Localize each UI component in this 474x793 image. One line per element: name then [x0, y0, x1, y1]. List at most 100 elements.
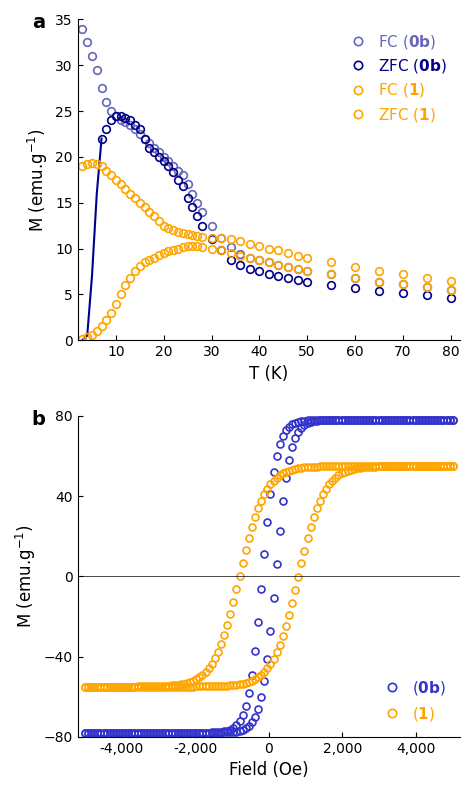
- ZFC (1): [199, 242, 205, 251]
- FC (0b): [247, 253, 253, 262]
- ZFC (1): [132, 266, 138, 276]
- FC (1): [113, 175, 119, 185]
- FC (1): [108, 170, 114, 180]
- ZFC (1): [275, 260, 281, 270]
- FC (1): [132, 193, 138, 203]
- FC (1): [266, 243, 272, 253]
- FC (1): [171, 225, 176, 235]
- FC (0b): [185, 180, 191, 190]
- ZFC (0b): [108, 116, 114, 125]
- FC (0b): [295, 264, 301, 274]
- FC (0b): [190, 189, 195, 198]
- ZFC (0b): [137, 125, 143, 134]
- FC (0b): [194, 198, 200, 208]
- ZFC (0b): [175, 175, 181, 185]
- ZFC (1): [194, 241, 200, 251]
- FC (0b): [94, 65, 100, 75]
- ZFC (1): [156, 251, 162, 260]
- FC (0b): [180, 170, 186, 180]
- Line: FC (1): FC (1): [79, 159, 455, 285]
- ZFC (1): [84, 333, 90, 343]
- ZFC (0b): [113, 111, 119, 121]
- FC (1): [185, 229, 191, 239]
- ZFC (1): [400, 280, 406, 289]
- FC (1): [190, 230, 195, 239]
- FC (1): [103, 166, 109, 175]
- FC (1): [128, 189, 133, 198]
- ZFC (1): [376, 277, 382, 286]
- ZFC (1): [266, 258, 272, 267]
- FC (1): [89, 159, 95, 168]
- FC (1): [237, 236, 243, 246]
- ZFC (0b): [99, 134, 104, 144]
- Legend: FC ($\mathbf{0b}$), ZFC ($\mathbf{0b}$), FC ($\mathbf{1}$), ZFC ($\mathbf{1}$): FC ($\mathbf{0b}$), ZFC ($\mathbf{0b}$),…: [337, 27, 453, 129]
- ZFC (0b): [118, 111, 124, 121]
- FC (0b): [376, 277, 382, 286]
- ZFC (0b): [180, 182, 186, 191]
- ZFC (0b): [218, 246, 224, 255]
- FC (0b): [424, 282, 429, 292]
- FC (0b): [256, 255, 262, 265]
- ZFC (1): [218, 246, 224, 255]
- ZFC (1): [123, 281, 128, 290]
- ZFC (1): [209, 243, 214, 253]
- ZFC (0b): [123, 113, 128, 123]
- ZFC (0b): [185, 193, 191, 203]
- Text: b: b: [32, 409, 46, 428]
- FC (0b): [352, 273, 358, 282]
- Line: ZFC (1): ZFC (1): [79, 242, 455, 343]
- FC (0b): [175, 166, 181, 175]
- FC (0b): [142, 134, 147, 144]
- ZFC (0b): [352, 283, 358, 293]
- ZFC (1): [424, 282, 429, 292]
- ZFC (0b): [209, 235, 214, 244]
- ZFC (1): [175, 243, 181, 253]
- ZFC (0b): [190, 202, 195, 212]
- ZFC (0b): [161, 157, 166, 167]
- Line: ZFC (0b): ZFC (0b): [98, 112, 455, 302]
- ZFC (0b): [424, 290, 429, 300]
- ZFC (0b): [199, 221, 205, 231]
- FC (0b): [275, 260, 281, 270]
- FC (1): [84, 159, 90, 169]
- FC (1): [123, 184, 128, 193]
- FC (1): [228, 235, 234, 244]
- ZFC (1): [103, 316, 109, 325]
- FC (1): [94, 159, 100, 169]
- FC (0b): [89, 52, 95, 61]
- FC (0b): [209, 221, 214, 231]
- ZFC (1): [185, 241, 191, 251]
- ZFC (0b): [151, 147, 157, 157]
- ZFC (0b): [266, 270, 272, 279]
- FC (1): [328, 258, 334, 267]
- ZFC (1): [180, 242, 186, 251]
- ZFC (1): [256, 255, 262, 265]
- ZFC (1): [190, 241, 195, 251]
- FC (0b): [113, 111, 119, 121]
- Text: a: a: [32, 13, 45, 32]
- X-axis label: Field (Oe): Field (Oe): [229, 761, 309, 779]
- ZFC (0b): [247, 264, 253, 274]
- ZFC (0b): [304, 277, 310, 286]
- FC (1): [376, 266, 382, 276]
- FC (0b): [108, 106, 114, 116]
- FC (0b): [400, 280, 406, 289]
- ZFC (1): [142, 258, 147, 267]
- FC (1): [295, 251, 301, 261]
- ZFC (0b): [285, 273, 291, 282]
- FC (0b): [304, 266, 310, 275]
- FC (1): [256, 241, 262, 251]
- FC (1): [137, 198, 143, 208]
- FC (1): [146, 207, 152, 216]
- FC (1): [199, 232, 205, 241]
- FC (1): [165, 224, 171, 233]
- ZFC (1): [80, 335, 85, 344]
- FC (1): [142, 202, 147, 212]
- ZFC (0b): [376, 286, 382, 296]
- FC (1): [400, 270, 406, 279]
- ZFC (1): [161, 248, 166, 258]
- ZFC (0b): [400, 289, 406, 298]
- FC (0b): [266, 258, 272, 267]
- ZFC (1): [146, 255, 152, 264]
- FC (0b): [103, 98, 109, 107]
